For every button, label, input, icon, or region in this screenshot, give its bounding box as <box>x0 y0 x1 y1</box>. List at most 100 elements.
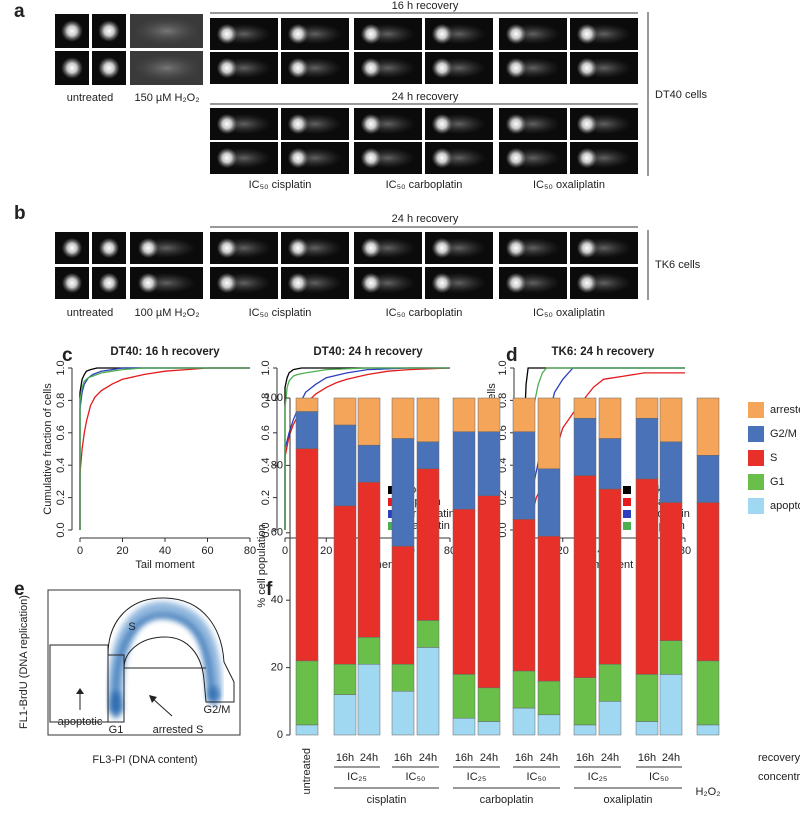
category-label: 24h <box>419 752 437 764</box>
comet-head <box>505 23 527 45</box>
bar-segment <box>696 397 720 456</box>
category-label: untreated <box>301 748 313 794</box>
y-tick-label: 0.6 <box>260 425 272 440</box>
comet-head <box>216 147 238 169</box>
bar-segment <box>333 397 357 426</box>
bar-segment <box>537 468 561 537</box>
y-axis-label: % cell population <box>256 524 268 607</box>
comet-head <box>61 272 83 294</box>
comet-head <box>431 237 453 259</box>
bar-segment <box>598 488 622 665</box>
group-label: oxaliplatin <box>604 794 653 806</box>
y-tick-label: 0.6 <box>55 425 67 440</box>
bar-segment <box>598 701 622 736</box>
bar-segment <box>598 438 622 490</box>
bar-segment <box>512 707 536 736</box>
bar-segment <box>573 417 597 476</box>
comet-head <box>61 237 83 259</box>
bar-segment <box>333 505 357 665</box>
gate <box>108 654 125 723</box>
bar-segment <box>295 724 319 736</box>
category-label: 16h <box>336 752 354 764</box>
comet-head <box>216 237 238 259</box>
legend-swatch <box>623 522 631 530</box>
bar-segment <box>416 620 440 648</box>
bar-segment <box>477 397 501 432</box>
caption: 100 µM H₂O₂ <box>134 307 199 319</box>
density <box>112 612 215 713</box>
row-label: recovery time <box>758 752 800 764</box>
y-tick-label: 40 <box>271 594 283 606</box>
bar-segment <box>357 637 381 665</box>
comet-head <box>360 237 382 259</box>
panel-label: e <box>14 579 25 600</box>
bar-segment <box>333 694 357 736</box>
comet-head <box>61 20 83 42</box>
comet-head <box>287 23 309 45</box>
gate-label: G1 <box>109 724 124 736</box>
bar-segment <box>333 424 357 507</box>
comet-head <box>576 237 598 259</box>
gate-label: G2/M <box>204 704 231 716</box>
row-label: concentration <box>758 771 800 783</box>
caption: IC₅₀ oxaliplatin <box>533 307 605 319</box>
bar-segment <box>512 431 536 520</box>
comet-head <box>431 113 453 135</box>
comet-head <box>360 147 382 169</box>
category-label: 16h <box>455 752 473 764</box>
category-label: 16h <box>638 752 656 764</box>
y-tick-label: 60 <box>271 527 283 539</box>
y-tick-label: 0.8 <box>55 393 67 408</box>
category-label: 24h <box>480 752 498 764</box>
comet-head <box>61 57 83 79</box>
bar-segment <box>696 502 720 662</box>
category-label: 24h <box>601 752 619 764</box>
arrow-head <box>76 688 84 694</box>
bar-segment <box>659 640 683 675</box>
caption: IC₅₀ oxaliplatin <box>533 179 605 191</box>
bar-segment <box>452 508 476 675</box>
curve <box>79 367 250 530</box>
caption: IC₅₀ cisplatin <box>249 179 312 191</box>
x-tick-label: 0 <box>77 545 83 557</box>
bar-segment <box>696 455 720 503</box>
category-label: 24h <box>360 752 378 764</box>
bar-segment <box>635 721 659 736</box>
comet-tail <box>133 17 201 45</box>
chart-title: DT40: 24 h recovery <box>313 346 423 358</box>
comet-head <box>576 57 598 79</box>
panel-label: b <box>14 203 26 224</box>
group-label: IC₂₅ <box>347 771 367 783</box>
gate-label: S <box>128 621 135 633</box>
comet-tail <box>133 54 201 82</box>
comet-head <box>287 113 309 135</box>
group-label: IC₂₅ <box>588 771 608 783</box>
comet-head <box>505 272 527 294</box>
bar-segment <box>295 660 319 726</box>
category-label: 24h <box>662 752 680 764</box>
comet-head <box>431 272 453 294</box>
bar-segment <box>635 417 659 480</box>
comet-head <box>287 237 309 259</box>
bar-segment <box>391 438 415 547</box>
comet-head <box>98 57 120 79</box>
bar-segment <box>391 690 415 736</box>
bar-segment <box>512 519 536 672</box>
panel-label: f <box>266 579 273 600</box>
y-tick-label: 0.2 <box>55 490 67 505</box>
comet-head <box>98 20 120 42</box>
bar-segment <box>512 397 536 432</box>
comet-head <box>505 147 527 169</box>
comet-head <box>138 237 159 259</box>
comet-head <box>287 272 309 294</box>
comet-head <box>505 237 527 259</box>
panel-label: a <box>14 1 25 22</box>
comet-head <box>576 272 598 294</box>
bar-segment <box>477 721 501 736</box>
comet-head <box>431 57 453 79</box>
density <box>208 686 220 706</box>
bar-segment <box>635 478 659 675</box>
arrow-head <box>149 695 157 703</box>
bar-segment <box>416 441 440 470</box>
bar-segment <box>391 546 415 665</box>
